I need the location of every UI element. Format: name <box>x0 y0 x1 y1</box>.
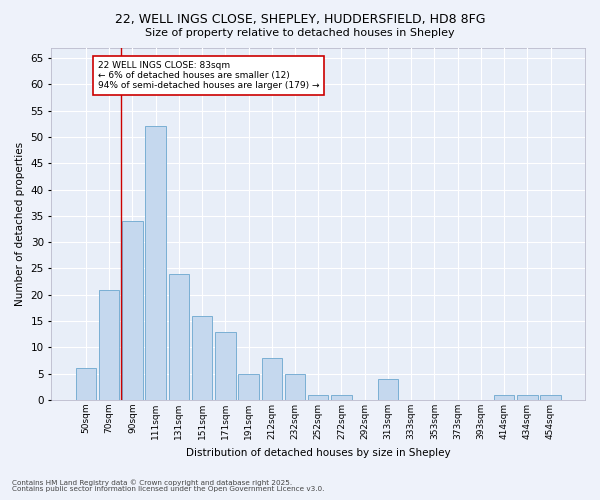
X-axis label: Distribution of detached houses by size in Shepley: Distribution of detached houses by size … <box>186 448 451 458</box>
Bar <box>377 379 398 400</box>
Bar <box>308 395 328 400</box>
Bar <box>192 316 212 400</box>
Bar <box>262 358 282 400</box>
Bar <box>76 368 96 400</box>
Bar <box>494 395 514 400</box>
Bar <box>285 374 305 400</box>
Text: 22, WELL INGS CLOSE, SHEPLEY, HUDDERSFIELD, HD8 8FG: 22, WELL INGS CLOSE, SHEPLEY, HUDDERSFIE… <box>115 12 485 26</box>
Bar <box>99 290 119 400</box>
Bar <box>541 395 561 400</box>
Y-axis label: Number of detached properties: Number of detached properties <box>15 142 25 306</box>
Bar <box>517 395 538 400</box>
Bar <box>145 126 166 400</box>
Text: Size of property relative to detached houses in Shepley: Size of property relative to detached ho… <box>145 28 455 38</box>
Bar <box>331 395 352 400</box>
Text: 22 WELL INGS CLOSE: 83sqm
← 6% of detached houses are smaller (12)
94% of semi-d: 22 WELL INGS CLOSE: 83sqm ← 6% of detach… <box>98 60 319 90</box>
Bar <box>122 221 143 400</box>
Bar <box>169 274 189 400</box>
Text: Contains HM Land Registry data © Crown copyright and database right 2025.
Contai: Contains HM Land Registry data © Crown c… <box>12 479 325 492</box>
Bar <box>215 332 236 400</box>
Bar <box>238 374 259 400</box>
